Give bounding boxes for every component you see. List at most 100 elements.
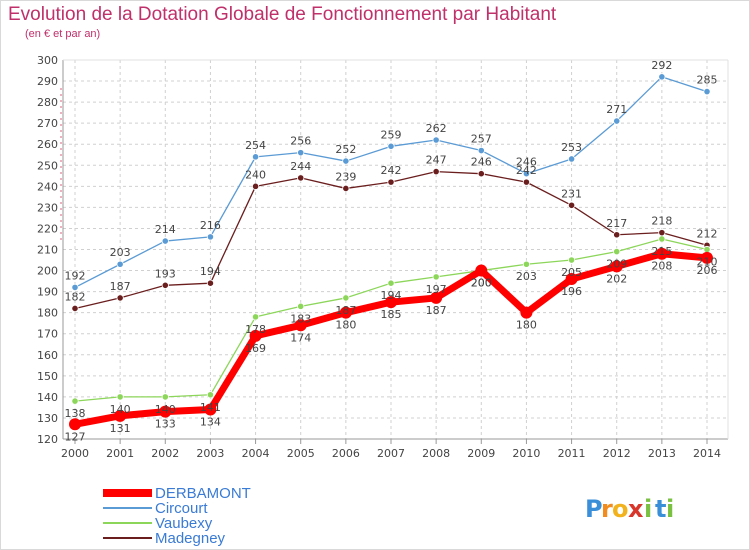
data-point-derbamont [520, 306, 533, 319]
data-point-madegney [658, 229, 666, 237]
x-tick-label: 2001 [106, 447, 134, 460]
data-label-circourt: 257 [471, 133, 492, 146]
data-label-vaubexy: 138 [65, 407, 86, 420]
y-tick-label: 170 [37, 328, 58, 341]
data-label-vaubexy: 187 [335, 304, 356, 317]
data-label-madegney: 217 [606, 217, 627, 230]
data-label-vaubexy: 210 [697, 256, 718, 269]
data-label-circourt: 292 [651, 59, 672, 72]
data-point-circourt [567, 155, 576, 163]
data-point-vaubexy [251, 313, 260, 321]
data-label-circourt: 256 [290, 135, 311, 148]
data-point-derbamont [114, 409, 127, 422]
data-label-vaubexy: 141 [200, 401, 221, 414]
data-point-vaubexy [567, 256, 576, 264]
data-label-madegney: 246 [471, 156, 492, 169]
data-label-circourt: 259 [381, 128, 402, 141]
data-point-madegney [342, 184, 350, 193]
data-point-madegney [71, 304, 79, 313]
data-label-derbamont: 206 [697, 264, 718, 277]
data-point-circourt [161, 237, 169, 245]
data-point-circourt [71, 283, 79, 291]
data-label-madegney: 242 [516, 164, 537, 177]
data-label-derbamont: 169 [245, 342, 266, 355]
data-point-madegney [567, 201, 576, 209]
x-tick-label: 2007 [377, 447, 405, 460]
data-label-derbamont: 185 [381, 308, 402, 321]
data-label-madegney: 247 [426, 154, 447, 167]
data-label-madegney: 244 [290, 160, 311, 173]
data-point-circourt [703, 87, 711, 96]
data-point-vaubexy [161, 393, 169, 401]
x-tick-label: 2009 [467, 447, 495, 460]
data-point-madegney [251, 182, 260, 190]
y-tick-label: 270 [37, 117, 58, 130]
data-label-circourt: 203 [110, 246, 131, 259]
data-label-derbamont: 131 [110, 422, 131, 435]
data-point-vaubexy [703, 245, 711, 254]
data-point-circourt [251, 153, 260, 161]
legend-label-madegney: Madegney [155, 530, 226, 547]
data-point-circourt [206, 233, 215, 241]
data-point-circourt [613, 117, 621, 125]
brand-logo-letter: r [601, 495, 613, 523]
data-point-derbamont [385, 296, 397, 309]
data-label-vaubexy: 215 [651, 245, 672, 258]
data-label-derbamont: 180 [335, 319, 356, 332]
brand-logo: Pr o x i t i [585, 495, 674, 523]
data-point-derbamont [565, 272, 578, 285]
y-tick-label: 150 [37, 370, 58, 383]
data-label-madegney: 182 [65, 290, 86, 303]
data-label-derbamont: 134 [200, 416, 221, 429]
data-point-madegney [297, 174, 305, 182]
data-point-madegney [613, 231, 621, 239]
data-point-vaubexy [387, 279, 395, 287]
data-label-vaubexy: 183 [290, 312, 311, 325]
data-label-vaubexy: 209 [606, 258, 627, 271]
data-point-derbamont [69, 418, 81, 431]
data-point-circourt [116, 260, 124, 268]
data-point-circourt [387, 142, 395, 150]
brand-logo-letter: x [628, 495, 644, 523]
y-tick-label: 190 [37, 286, 58, 299]
x-tick-label: 2004 [242, 447, 270, 460]
x-tick-label: 2011 [558, 447, 586, 460]
data-label-vaubexy: 178 [245, 323, 266, 336]
y-tick-label: 120 [37, 433, 58, 446]
data-point-derbamont [339, 306, 352, 319]
data-point-circourt [342, 157, 350, 165]
data-label-madegney: 218 [651, 215, 672, 228]
data-point-derbamont [701, 251, 713, 264]
brand-logo-letter: i [644, 495, 652, 523]
y-tick-label: 240 [37, 180, 58, 193]
data-label-vaubexy: 203 [516, 270, 537, 283]
data-label-circourt: 252 [335, 143, 356, 156]
data-label-derbamont: 202 [606, 272, 627, 285]
data-label-circourt: 262 [426, 122, 447, 135]
x-tick-label: 2010 [512, 447, 540, 460]
data-label-circourt: 271 [606, 103, 627, 116]
data-point-vaubexy [613, 248, 621, 256]
data-point-circourt [477, 146, 485, 155]
data-point-circourt [432, 136, 440, 144]
data-label-derbamont: 174 [290, 331, 311, 344]
x-tick-label: 2005 [287, 447, 315, 460]
x-tick-label: 2008 [422, 447, 450, 460]
data-point-madegney [522, 178, 531, 186]
data-label-derbamont: 200 [471, 277, 492, 290]
data-point-vaubexy [206, 391, 215, 399]
data-point-vaubexy [432, 273, 440, 281]
data-point-derbamont [475, 264, 488, 277]
data-point-vaubexy [297, 302, 305, 310]
data-label-derbamont: 180 [516, 319, 537, 332]
data-point-madegney [477, 170, 485, 178]
data-point-madegney [116, 294, 124, 302]
data-label-derbamont: 196 [561, 285, 582, 298]
y-tick-label: 250 [37, 159, 58, 172]
data-label-vaubexy: 140 [110, 403, 131, 416]
data-point-circourt [658, 73, 666, 81]
axes: 120 130 140 150 160 170 180 190 200 210 220 230 240 2… [37, 54, 729, 460]
brand-logo-letter: t [655, 495, 666, 523]
